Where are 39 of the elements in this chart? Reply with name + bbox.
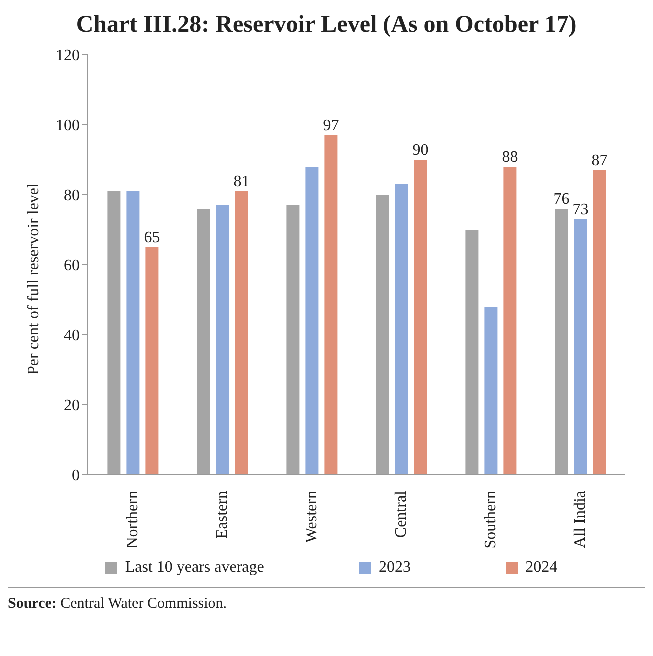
- bar: [414, 160, 428, 475]
- bar: [126, 192, 140, 475]
- data-label: 73: [572, 202, 589, 218]
- data-label: 88: [502, 149, 518, 166]
- bar: [146, 248, 159, 475]
- y-tick-label: 80: [64, 188, 80, 205]
- bar: [324, 136, 338, 475]
- data-label: 90: [412, 142, 429, 159]
- y-tick-label: 100: [56, 118, 80, 135]
- data-label: 81: [234, 174, 250, 190]
- data-label: 76: [554, 191, 570, 208]
- bar: [593, 170, 606, 475]
- y-tick-label: 20: [64, 398, 80, 415]
- bar: [395, 184, 408, 475]
- bar: [235, 192, 248, 475]
- x-tick-label: Central: [392, 490, 410, 538]
- source-note: Source: Central Water Commission.: [8, 596, 228, 612]
- bar: [504, 167, 517, 475]
- data-label: 87: [592, 152, 608, 170]
- legend-label: 2024: [526, 559, 558, 577]
- y-tick-label: 40: [64, 328, 80, 345]
- chart-title: Chart III.28: Reservoir Level (As on October 17): [75, 11, 578, 40]
- y-tick-label: 0: [72, 468, 80, 485]
- x-tick-label: Western: [303, 491, 320, 544]
- y-axis-title: Per cent of full reservoir level: [26, 182, 43, 375]
- data-label: 97: [323, 118, 340, 134]
- y-tick-label: 60: [64, 258, 80, 275]
- x-tick-label: Southern: [482, 491, 500, 549]
- legend-label: 2023: [379, 559, 411, 577]
- bar: [216, 206, 230, 475]
- bar: [484, 307, 498, 475]
- x-tick-label: Northern: [124, 491, 142, 549]
- y-tick-label: 120: [56, 48, 80, 65]
- legend-label: Last 10 years average: [125, 559, 264, 577]
- x-tick-label: Eastern: [214, 491, 231, 539]
- bar: [574, 220, 588, 475]
- data-label: 65: [144, 230, 160, 246]
- bar: [306, 167, 319, 475]
- x-tick-label: All India: [572, 491, 589, 548]
